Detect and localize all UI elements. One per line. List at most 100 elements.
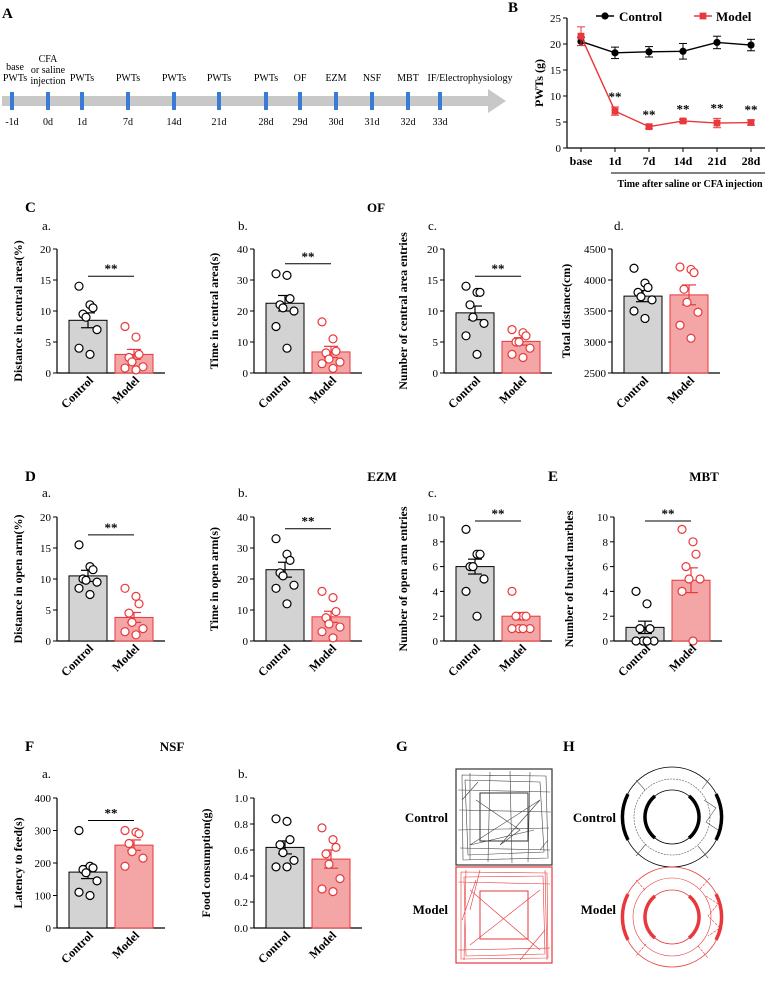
data-point	[693, 307, 703, 317]
data-point	[629, 263, 639, 273]
panel-sublabel: c.	[428, 218, 437, 233]
data-point	[74, 583, 84, 593]
trace-label-model-h: Model	[581, 902, 617, 917]
y-tick-label: 15	[427, 275, 439, 287]
data-point	[282, 343, 292, 353]
timeline-tick	[217, 92, 221, 110]
data-point	[124, 838, 134, 849]
data-point	[120, 583, 130, 593]
data-point	[317, 823, 327, 833]
timeline-day: 29d	[293, 117, 308, 128]
x-tick-label: Control	[613, 373, 651, 411]
timeline-event-label: PWTs	[254, 73, 278, 84]
panel-sublabel: a.	[42, 766, 51, 781]
panel-letter-a: A	[2, 6, 13, 22]
data-point	[328, 334, 338, 344]
timeline-event-label: or saline	[31, 65, 66, 76]
timeline-day: 32d	[401, 117, 416, 128]
data-point	[475, 549, 485, 559]
data-point	[282, 816, 292, 827]
panel-sublabel: c.	[428, 485, 437, 500]
data-point	[328, 363, 338, 373]
legend-label-control: Control	[619, 9, 662, 24]
data-point	[282, 599, 292, 609]
x-tick-label: base	[570, 154, 593, 168]
y-tick-label: 5	[46, 605, 52, 617]
data-point	[629, 306, 639, 316]
data-point	[525, 343, 535, 353]
chart-e: 0 2 4 6 8 10 Number of buried marbles Control Mo…	[562, 506, 722, 679]
data-point	[271, 269, 281, 279]
chart-c-a: a. 0 5 10 15 20 Distance in central area(%) Con…	[11, 218, 165, 411]
data-point	[514, 337, 524, 347]
data-point	[688, 537, 698, 547]
y-tick-label: 0	[433, 636, 439, 648]
data-point	[647, 295, 657, 305]
bar-control	[68, 575, 108, 642]
y-tick-label: 400	[35, 793, 52, 805]
data-point	[695, 574, 705, 584]
significance-label: **	[105, 520, 118, 535]
y-tick-label: 5	[46, 337, 52, 349]
chart-c-d: d. 2500 3000 3500 4000 4500 Total distance(cm)…	[559, 218, 720, 411]
data-point	[85, 890, 95, 901]
y-tick-label: 30	[237, 275, 249, 287]
data-point	[691, 549, 701, 559]
data-point	[713, 38, 721, 47]
data-point	[321, 849, 331, 859]
data-point	[282, 862, 292, 872]
legend-marker-control	[601, 12, 609, 20]
data-point	[271, 814, 281, 824]
timeline-tick	[264, 92, 268, 110]
significance-label: **	[643, 107, 656, 122]
data-point	[131, 591, 141, 601]
panel-letter-f: F	[25, 739, 34, 755]
data-point	[479, 574, 489, 584]
x-tick-label: Control	[58, 641, 96, 679]
timeline-event-label: OF	[294, 73, 307, 84]
y-tick-label: 10	[597, 512, 609, 524]
y-tick-label: 3500	[584, 306, 607, 318]
data-point	[285, 294, 295, 304]
data-point	[518, 352, 528, 363]
data-point	[324, 859, 334, 869]
data-point	[645, 123, 653, 131]
y-axis-label: Number of open arm entries	[396, 506, 410, 651]
data-point	[317, 627, 327, 637]
x-tick-label: 14d	[674, 154, 693, 168]
data-point	[278, 847, 288, 858]
data-point	[611, 107, 619, 115]
y-tick-label: 0.8	[234, 819, 248, 831]
series-line-control	[580, 40, 752, 54]
timeline-day: 33d	[433, 117, 448, 128]
data-point	[682, 297, 692, 307]
data-point	[689, 267, 699, 278]
data-point	[85, 349, 95, 359]
data-point	[74, 825, 84, 836]
data-point	[127, 357, 137, 367]
y-tick-label: 20	[237, 574, 249, 586]
legend-label-model: Model	[716, 9, 752, 24]
data-point	[675, 262, 685, 272]
data-point	[461, 331, 471, 341]
section-title-nsf: NSF	[160, 739, 185, 754]
data-point	[120, 825, 130, 836]
y-tick-label: 10	[427, 512, 439, 524]
timeline-event-label: MBT	[397, 73, 419, 84]
timeline-day: 7d	[123, 117, 133, 128]
data-point	[92, 577, 102, 587]
pwt-line-chart: 0 5 10 15 20 25 base 1d 7d 14d 21d 28d Time after sa…	[532, 9, 765, 190]
data-point	[335, 622, 345, 632]
y-tick-label: 0	[433, 368, 439, 380]
data-point	[328, 633, 338, 643]
data-point	[317, 586, 327, 597]
section-title-of: OF	[367, 200, 385, 215]
data-point	[317, 359, 327, 369]
y-tick-label: 10	[427, 306, 439, 318]
timeline-day: 28d	[259, 117, 274, 128]
x-tick-label: Control	[445, 641, 483, 679]
data-point	[278, 571, 288, 581]
data-point	[124, 608, 134, 618]
data-point	[74, 540, 84, 550]
